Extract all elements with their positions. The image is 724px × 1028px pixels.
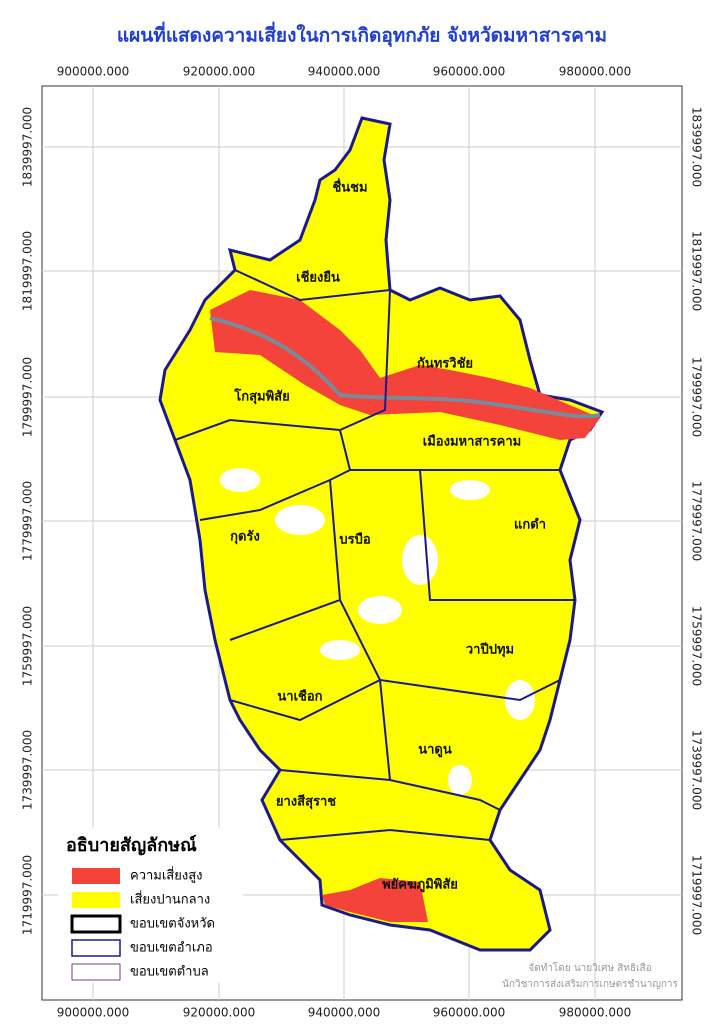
legend-label: ความเสี่ยงสูง bbox=[130, 867, 203, 884]
district-label: แกดำ bbox=[514, 517, 546, 533]
x-coord-label: 940000.000 bbox=[308, 1006, 381, 1020]
legend-swatch bbox=[71, 963, 121, 981]
x-coord-label: 900000.000 bbox=[57, 65, 130, 79]
river bbox=[209, 316, 601, 419]
legend-label: ขอบเขตอำเภอ bbox=[130, 941, 213, 956]
legend-title: อธิบายสัญลักษณ์ bbox=[66, 834, 197, 856]
y-coord-label: 1779997.000 bbox=[690, 481, 704, 561]
high-risk-area bbox=[322, 878, 428, 922]
legend-label: ขอบเขตจังหวัด bbox=[130, 917, 215, 932]
x-coord-label: 980000.000 bbox=[559, 1006, 632, 1020]
legend-swatch bbox=[72, 892, 120, 908]
district-label: กันทรวิชัย bbox=[417, 357, 473, 372]
district-label: ชื่นชม bbox=[332, 178, 367, 196]
district-label: เชียงยืน bbox=[296, 270, 340, 286]
district-boundaries bbox=[174, 269, 575, 841]
legend-label: ขอบเขตตำบล bbox=[130, 965, 209, 980]
district-label: วาปีปทุม bbox=[466, 642, 514, 658]
x-coord-label: 900000.000 bbox=[57, 1006, 130, 1020]
district-label: โกสุมพิสัย bbox=[233, 388, 289, 405]
y-coord-label: 1799997.000 bbox=[21, 357, 35, 437]
y-coord-label: 1759997.000 bbox=[690, 606, 704, 686]
x-coord-label: 980000.000 bbox=[559, 65, 632, 79]
high-risk-area bbox=[210, 290, 600, 440]
x-coord-label: 960000.000 bbox=[433, 65, 506, 79]
legend-swatch bbox=[71, 939, 121, 957]
map-title: แผนที่แสดงความเสี่ยงในการเกิดอุทกภัย จัง… bbox=[117, 22, 607, 48]
y-coord-label: 1739997.000 bbox=[690, 730, 704, 810]
y-coord-label: 1799997.000 bbox=[690, 357, 704, 437]
district-label: ยางสีสุราช bbox=[276, 794, 336, 810]
district-label: นาดูน bbox=[418, 743, 452, 758]
y-coord-label: 1719997.000 bbox=[21, 855, 35, 935]
y-coord-label: 1819997.000 bbox=[690, 231, 704, 311]
y-coord-label: 1719997.000 bbox=[690, 855, 704, 935]
legend-swatch bbox=[70, 914, 122, 934]
y-coord-label: 1819997.000 bbox=[21, 231, 35, 311]
district-label: นาเชือก bbox=[277, 689, 322, 705]
district-label: กุดรัง bbox=[230, 530, 260, 545]
y-coord-label: 1739997.000 bbox=[21, 730, 35, 810]
credit: นักวิชาการส่งเสริมการเกษตรชำนาญการ bbox=[502, 979, 678, 990]
x-coord-label: 940000.000 bbox=[308, 65, 381, 79]
district-label: เมืองมหาสารคาม bbox=[423, 434, 521, 450]
y-coord-label: 1839997.000 bbox=[690, 107, 704, 187]
white-patches bbox=[220, 468, 535, 795]
x-coord-label: 920000.000 bbox=[183, 1006, 256, 1020]
legend-swatch bbox=[72, 868, 120, 884]
district-label: พยัคฆภูมิพิสัย bbox=[382, 878, 458, 893]
y-coord-label: 1759997.000 bbox=[21, 606, 35, 686]
y-coord-label: 1779997.000 bbox=[21, 481, 35, 561]
legend-label: เสี่ยงปานกลาง bbox=[130, 891, 210, 908]
y-coord-label: 1839997.000 bbox=[21, 107, 35, 187]
x-coord-label: 920000.000 bbox=[183, 65, 256, 79]
district-label: บรบือ bbox=[339, 532, 370, 548]
credit: จัดทำโดย นายวิเศษ สิทธิเสือ bbox=[528, 961, 651, 974]
x-coord-label: 960000.000 bbox=[433, 1006, 506, 1020]
